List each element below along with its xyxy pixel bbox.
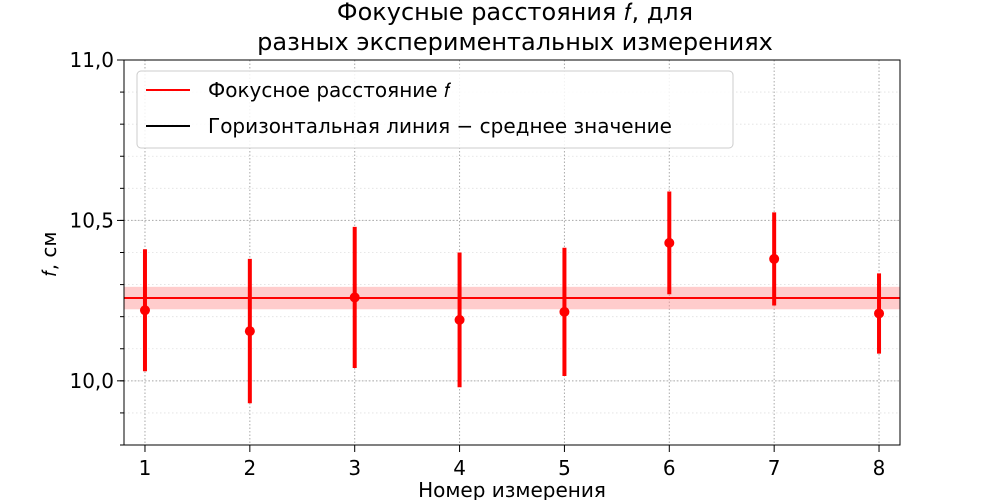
- x-tick-label: 4: [453, 456, 466, 480]
- data-point: [769, 253, 780, 264]
- x-tick-label: 6: [663, 456, 676, 480]
- chart-title-line-2: разных экспериментальных измерениях: [257, 28, 773, 56]
- x-axis-label: Номер измерения: [418, 478, 606, 500]
- x-tick-label: 5: [558, 456, 571, 480]
- data-point: [874, 308, 885, 319]
- legend: Фокусное расстояние 𝑓 Горизонтальная лин…: [136, 70, 734, 149]
- x-tick-label: 3: [348, 456, 361, 480]
- data-layer: [139, 191, 885, 404]
- data-point: [664, 237, 675, 248]
- y-axis-label: 𝑓, см: [37, 231, 61, 276]
- x-tick-label: 8: [873, 456, 886, 480]
- y-tick-label: 11,0: [69, 48, 114, 72]
- chart-title-line-1: Фокусные расстояния 𝑓, для: [337, 0, 693, 26]
- data-point: [139, 305, 150, 316]
- data-point: [349, 292, 360, 303]
- mean-band-layer: [124, 286, 900, 310]
- y-tick-label: 10,0: [69, 369, 114, 393]
- x-tick-label: 2: [243, 456, 256, 480]
- y-tick-label: 10,5: [69, 208, 114, 232]
- legend-label-series: Фокусное расстояние 𝑓: [208, 78, 452, 102]
- data-point: [244, 326, 255, 337]
- data-point: [454, 314, 465, 325]
- data-point: [559, 306, 570, 317]
- x-tick-label: 1: [139, 456, 152, 480]
- legend-box: [136, 70, 734, 149]
- x-tick-label: 7: [768, 456, 781, 480]
- ticks: 10,0 10,5 11,0 1 2 3 4 5 6 7 8: [69, 48, 885, 480]
- legend-label-mean: Горизонтальная линия − среднее значение: [208, 114, 672, 138]
